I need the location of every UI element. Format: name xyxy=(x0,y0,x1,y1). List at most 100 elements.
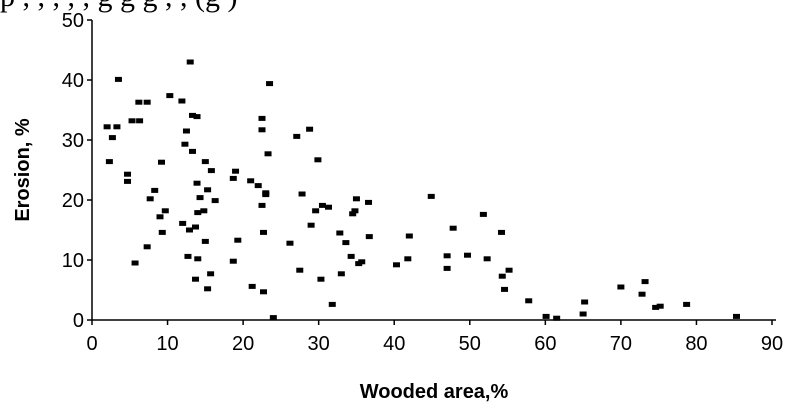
data-point xyxy=(498,273,506,279)
data-point xyxy=(207,271,215,277)
data-point xyxy=(128,118,136,124)
data-point xyxy=(269,315,277,321)
data-point xyxy=(443,265,451,271)
data-point xyxy=(656,303,664,309)
data-point xyxy=(232,168,240,174)
data-point xyxy=(194,210,202,216)
data-point xyxy=(192,276,200,282)
data-point xyxy=(404,256,412,262)
x-tick-label: 20 xyxy=(232,333,254,355)
data-point xyxy=(392,262,400,268)
data-point xyxy=(286,240,294,246)
data-point xyxy=(158,229,166,235)
y-tick-label: 0 xyxy=(73,310,84,332)
data-point xyxy=(260,229,268,235)
data-point xyxy=(124,178,132,184)
data-point xyxy=(258,127,266,133)
data-point xyxy=(196,195,204,201)
data-point xyxy=(258,202,266,208)
data-point xyxy=(525,298,533,304)
data-point xyxy=(266,81,274,87)
data-point xyxy=(146,196,154,202)
data-point xyxy=(337,271,345,277)
data-point xyxy=(143,99,151,105)
y-tick-label: 40 xyxy=(62,70,84,92)
data-point xyxy=(211,198,219,204)
data-point xyxy=(324,204,332,210)
data-point xyxy=(464,252,472,258)
y-axis-label: Erosion, % xyxy=(12,118,34,222)
data-point xyxy=(105,159,113,165)
data-point xyxy=(349,211,357,217)
x-ticks: 0 10 20 30 40 50 60 70 80 90 xyxy=(86,320,783,355)
data-point xyxy=(617,284,625,290)
data-point xyxy=(135,99,143,105)
data-point xyxy=(178,98,186,104)
data-point xyxy=(641,279,649,285)
x-tick-label: 80 xyxy=(685,333,707,355)
data-point xyxy=(258,115,266,121)
data-point xyxy=(124,171,132,177)
data-point xyxy=(193,180,201,186)
data-point xyxy=(336,230,344,236)
data-point xyxy=(156,214,164,220)
data-point xyxy=(201,159,209,165)
data-point xyxy=(229,258,237,264)
data-point xyxy=(229,175,237,181)
data-point xyxy=(683,301,691,307)
data-point xyxy=(234,237,242,243)
data-point xyxy=(358,259,366,265)
y-ticks: 0 10 20 30 40 50 xyxy=(62,10,92,332)
data-point xyxy=(181,141,189,147)
data-point xyxy=(254,183,262,189)
data-point xyxy=(306,126,314,132)
data-point xyxy=(114,76,122,82)
data-point xyxy=(108,135,116,141)
data-point xyxy=(307,222,315,228)
data-point xyxy=(505,267,513,273)
data-point xyxy=(201,238,209,244)
data-point xyxy=(427,193,435,199)
y-tick-label: 20 xyxy=(62,190,84,212)
x-tick-label: 50 xyxy=(459,333,481,355)
data-point xyxy=(328,301,336,307)
data-point xyxy=(194,256,202,262)
data-point xyxy=(204,187,212,193)
data-point xyxy=(652,304,660,310)
data-point xyxy=(347,253,355,259)
data-point xyxy=(166,93,174,99)
data-point xyxy=(501,286,509,292)
data-point xyxy=(204,286,212,292)
data-point xyxy=(365,199,373,205)
data-point xyxy=(113,124,121,130)
data-point xyxy=(317,276,325,282)
x-tick-label: 10 xyxy=(156,333,178,355)
x-tick-label: 30 xyxy=(308,333,330,355)
data-point xyxy=(293,133,301,139)
data-point xyxy=(579,311,587,317)
data-point xyxy=(553,315,561,321)
data-point xyxy=(312,208,320,214)
data-point xyxy=(483,256,491,262)
y-tick-label: 50 xyxy=(62,10,84,32)
data-point xyxy=(185,227,193,233)
data-point xyxy=(638,291,646,297)
data-point xyxy=(247,178,255,184)
data-point xyxy=(248,283,256,289)
data-point xyxy=(365,234,373,240)
data-point xyxy=(179,220,187,226)
data-point xyxy=(103,124,111,130)
data-point xyxy=(314,157,322,163)
data-point xyxy=(581,299,589,305)
data-point xyxy=(207,168,215,174)
y-tick-label: 10 xyxy=(62,250,84,272)
data-point xyxy=(443,253,451,259)
data-point xyxy=(498,229,506,235)
data-point xyxy=(188,148,196,154)
data-point xyxy=(184,253,192,259)
x-tick-label: 40 xyxy=(383,333,405,355)
data-point xyxy=(342,240,350,246)
data-point xyxy=(449,225,457,231)
data-point xyxy=(192,224,200,230)
